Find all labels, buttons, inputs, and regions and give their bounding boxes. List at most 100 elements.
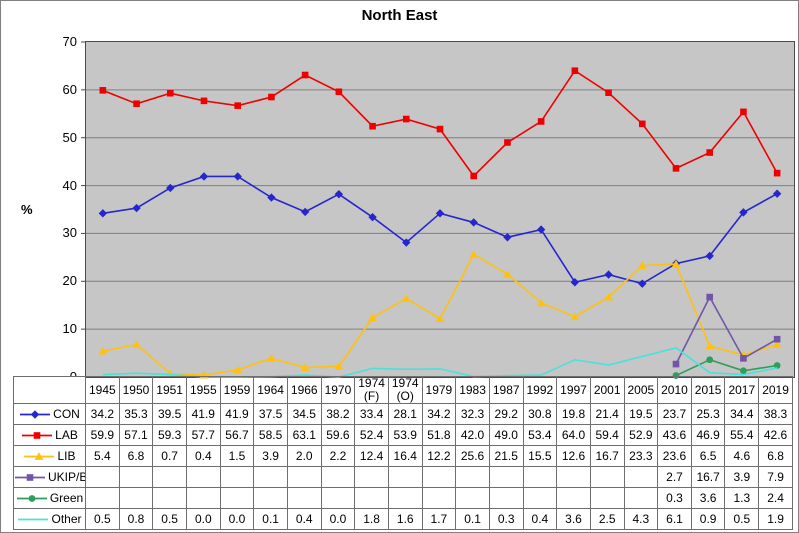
table-cell: 4.3 bbox=[623, 508, 659, 530]
data-point-CON bbox=[368, 212, 377, 222]
table-cell: 59.6 bbox=[320, 424, 356, 446]
table-cell bbox=[118, 466, 154, 488]
data-point-UKIP/Br bbox=[773, 335, 781, 343]
table-cell: 0.1 bbox=[455, 508, 490, 530]
table-cell: 0.0 bbox=[219, 508, 255, 530]
legend-marker bbox=[35, 452, 44, 460]
table-cell: 0.7 bbox=[152, 445, 187, 467]
data-point-LAB bbox=[672, 165, 680, 172]
data-point-LAB bbox=[605, 89, 612, 97]
table-cell: 12.2 bbox=[421, 445, 457, 467]
data-point-LIB bbox=[132, 340, 141, 348]
series-label-cell: UKIP/Br bbox=[13, 466, 86, 488]
table-cell bbox=[152, 466, 187, 488]
table-cell: 34.4 bbox=[724, 403, 760, 425]
table-cell: 25.3 bbox=[690, 403, 726, 425]
table-cell: 37.5 bbox=[253, 403, 288, 425]
table-cell: 34.2 bbox=[421, 403, 457, 425]
table-cell bbox=[455, 487, 490, 509]
table-cell: 0.4 bbox=[522, 508, 558, 530]
year-header-cell: 1992 bbox=[522, 376, 558, 404]
data-point-CON bbox=[402, 238, 411, 247]
data-point-CON bbox=[772, 189, 782, 198]
table-cell: 32.3 bbox=[455, 403, 490, 425]
green-legend-icon bbox=[16, 495, 47, 502]
table-row: UKIP/Br 2.716.73.97.9 bbox=[13, 466, 793, 488]
table-row: LAB 59.9 57.1 59.3 57.7 56.7 58.5 63.1 59.6 52.4 5… bbox=[13, 424, 793, 446]
table-cell bbox=[185, 466, 221, 488]
table-cell bbox=[455, 466, 490, 488]
series-label: UKIP/Br bbox=[48, 470, 85, 485]
table-cell bbox=[488, 466, 524, 488]
line-chart bbox=[81, 41, 794, 379]
year-header-cell: 2001 bbox=[589, 376, 625, 404]
table-cell: 52.9 bbox=[623, 424, 659, 446]
data-point-CON bbox=[705, 251, 714, 261]
series-line-LAB bbox=[102, 69, 778, 178]
table-cell: 25.6 bbox=[455, 445, 490, 467]
data-point-LAB bbox=[166, 89, 174, 97]
table-cell: 1.6 bbox=[387, 508, 423, 530]
table-cell: 23.7 bbox=[657, 403, 692, 425]
data-point-LIB bbox=[334, 362, 344, 370]
data-point-LAB bbox=[335, 88, 343, 96]
table-cell: 2.0 bbox=[286, 445, 322, 467]
year-header-cell: 2015 bbox=[690, 376, 726, 404]
table-cell: 1.8 bbox=[354, 508, 389, 530]
table-cell bbox=[85, 466, 120, 488]
table-cell bbox=[623, 487, 659, 509]
table-cell: 59.4 bbox=[589, 424, 625, 446]
table-cell: 0.0 bbox=[185, 508, 221, 530]
table-cell bbox=[118, 487, 154, 509]
y-tick-label: 70 bbox=[62, 34, 77, 49]
table-cell bbox=[152, 487, 187, 509]
y-tick-label: 20 bbox=[62, 273, 77, 289]
ukip-br-legend-icon bbox=[15, 474, 45, 481]
table-cell: 16.7 bbox=[690, 466, 726, 488]
table-cell: 0.8 bbox=[118, 508, 154, 530]
chart-title: North East bbox=[361, 7, 438, 24]
table-cell bbox=[320, 466, 356, 488]
data-point-LIB bbox=[401, 294, 411, 302]
data-point-LAB bbox=[504, 139, 511, 146]
table-cell bbox=[253, 487, 288, 509]
table-cell: 41.9 bbox=[219, 403, 255, 425]
data-point-LAB bbox=[369, 122, 376, 130]
data-point-LAB bbox=[234, 102, 242, 109]
data-point-LIB bbox=[267, 354, 276, 362]
series-label: Other bbox=[51, 512, 82, 527]
table-cell bbox=[219, 487, 255, 509]
table-cell: 1.7 bbox=[421, 508, 457, 530]
series-label: CON bbox=[53, 407, 80, 422]
con-legend-icon bbox=[20, 410, 51, 419]
data-point-LIB bbox=[300, 363, 310, 371]
data-point-CON bbox=[300, 207, 310, 217]
y-tick-label: 10 bbox=[62, 321, 77, 337]
table-row: LIB 5.4 6.8 0.7 0.4 1.5 3.9 2.0 2.2 12.4 16.4 12.2 2… bbox=[13, 445, 793, 467]
data-point-UKIP/Br bbox=[706, 293, 714, 301]
table-cell: 30.8 bbox=[522, 403, 558, 425]
year-header-cell: 1950 bbox=[118, 376, 154, 404]
data-point-Green bbox=[740, 367, 747, 375]
data-point-LAB bbox=[436, 125, 444, 133]
series-line-Green bbox=[675, 358, 778, 377]
table-cell bbox=[522, 487, 558, 509]
data-point-CON bbox=[267, 193, 276, 202]
table-cell: 51.8 bbox=[421, 424, 457, 446]
table-cell bbox=[522, 466, 558, 488]
data-point-LAB bbox=[740, 108, 747, 116]
series-label-cell: Green bbox=[13, 487, 86, 509]
year-header-cell: 1945 bbox=[85, 376, 120, 404]
table-cell bbox=[556, 466, 591, 488]
table-cell: 4.6 bbox=[724, 445, 760, 467]
year-header-cell: 1974 (F) bbox=[354, 376, 389, 404]
data-point-Green bbox=[773, 362, 781, 369]
data-point-CON bbox=[604, 270, 613, 279]
table-cell: 53.9 bbox=[387, 424, 423, 446]
data-point-CON bbox=[503, 233, 512, 242]
table-cell: 34.5 bbox=[286, 403, 322, 425]
year-header-cell: 1951 bbox=[152, 376, 187, 404]
table-cell bbox=[354, 466, 389, 488]
data-point-LIB bbox=[368, 313, 377, 322]
